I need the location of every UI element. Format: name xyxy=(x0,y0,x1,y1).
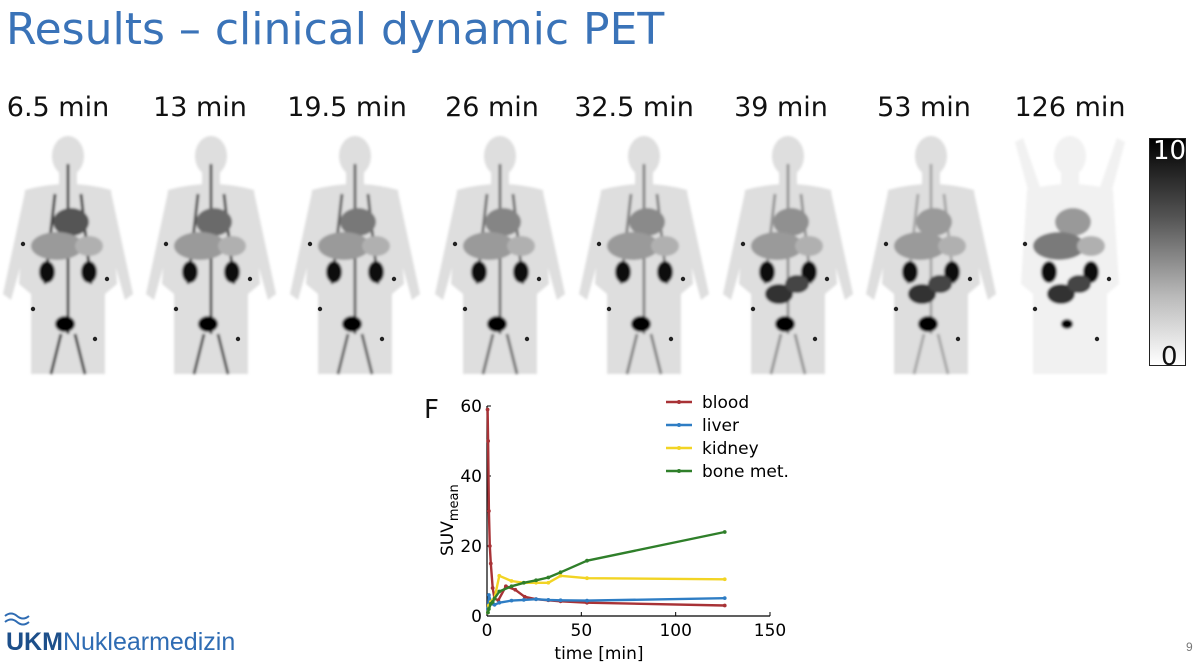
pet-frame-7 xyxy=(866,136,996,375)
colorbar-max-label: 10 xyxy=(1153,136,1187,166)
data-point xyxy=(490,586,495,590)
pet-image-strip xyxy=(0,134,1140,382)
data-point xyxy=(546,580,551,585)
slide-title: Results – clinical dynamic PET xyxy=(6,4,665,55)
time-label-5: 32.5 min xyxy=(574,92,694,123)
x-tick-label: 50 xyxy=(571,621,593,641)
data-point xyxy=(722,603,727,608)
legend-marker xyxy=(677,446,681,450)
data-point xyxy=(497,600,502,605)
y-axis-label: SUVmean xyxy=(438,484,462,556)
data-point xyxy=(486,593,491,597)
data-point xyxy=(488,561,493,566)
data-point xyxy=(486,610,490,615)
chart-legend: blood liver kidney bone met. xyxy=(666,393,789,482)
data-point xyxy=(522,594,527,599)
legend-marker xyxy=(677,400,681,404)
logo-department: Nuklearmedizin xyxy=(62,628,236,656)
data-point xyxy=(534,578,538,583)
time-label-8: 126 min xyxy=(1014,92,1126,123)
data-point xyxy=(722,596,727,601)
data-point xyxy=(490,600,495,604)
legend-item: liver xyxy=(666,416,739,436)
data-point xyxy=(521,598,526,602)
pet-frame-1 xyxy=(3,136,133,375)
legend-marker xyxy=(677,423,681,427)
y-tick-label: 20 xyxy=(460,537,482,557)
pet-frame-8 xyxy=(1015,136,1125,374)
legend-label: blood xyxy=(702,393,749,413)
colorbar: 10 0 xyxy=(1149,134,1189,374)
x-tick-label: 100 xyxy=(659,621,691,641)
data-point xyxy=(558,598,563,603)
data-point xyxy=(486,607,491,611)
pet-frame-6 xyxy=(723,136,853,375)
time-label-2: 13 min xyxy=(153,92,247,123)
pet-frame-2 xyxy=(146,136,276,375)
colorbar-min-label: 0 xyxy=(1161,342,1178,372)
legend-item: kidney xyxy=(666,439,759,459)
ukm-logo: UKMNuklearmedizin xyxy=(4,610,244,660)
series-line xyxy=(486,409,725,607)
colorbar-gradient xyxy=(1149,138,1186,366)
data-point xyxy=(722,577,727,582)
pet-frame-4 xyxy=(435,136,565,375)
y-tick-label: 0 xyxy=(471,607,482,627)
data-point xyxy=(722,530,727,534)
data-point xyxy=(585,598,589,603)
logo-waves-icon xyxy=(4,612,30,626)
data-point xyxy=(486,439,491,443)
suv-time-chart: 0 20 40 60 0 50 100 150 time [min] SUVmean blood li… xyxy=(438,393,789,664)
data-point xyxy=(509,584,514,589)
y-axis-label-subscript: mean xyxy=(447,484,462,521)
data-point xyxy=(487,544,492,548)
logo-ukm: UKM xyxy=(6,628,63,656)
data-point xyxy=(497,589,502,594)
legend-label: liver xyxy=(702,416,739,436)
x-tick-label: 150 xyxy=(754,621,786,641)
data-point xyxy=(492,602,497,607)
data-point xyxy=(492,596,497,601)
time-labels: 6.5 min 13 min 19.5 min 26 min 32.5 min … xyxy=(0,92,1200,132)
page-number: 9 xyxy=(1186,640,1193,654)
y-tick-label: 40 xyxy=(460,467,482,487)
legend-marker xyxy=(677,469,681,473)
time-label-3: 19.5 min xyxy=(287,92,407,123)
legend-item: bone met. xyxy=(666,462,789,482)
data-point xyxy=(509,579,514,583)
data-point xyxy=(558,570,563,575)
y-axis-label-main: SUV xyxy=(438,521,458,556)
data-point xyxy=(497,573,502,578)
legend-label: bone met. xyxy=(702,462,789,482)
y-tick-label: 60 xyxy=(460,397,482,417)
data-point xyxy=(585,576,589,581)
time-label-1: 6.5 min xyxy=(6,92,110,123)
data-point xyxy=(546,575,551,580)
data-point xyxy=(585,558,589,563)
pet-frame-3 xyxy=(290,136,420,375)
time-label-7: 53 min xyxy=(877,92,971,123)
x-tick-label: 0 xyxy=(482,621,493,641)
x-axis-label: time [min] xyxy=(554,644,643,664)
data-point xyxy=(521,580,526,585)
data-point xyxy=(534,597,538,602)
data-point xyxy=(546,598,551,602)
time-label-6: 39 min xyxy=(734,92,828,123)
panel-label: F xyxy=(424,395,439,425)
pet-frame-5 xyxy=(579,136,709,375)
legend-item: blood xyxy=(666,393,749,413)
data-point xyxy=(485,407,490,412)
data-point xyxy=(558,573,563,578)
legend-label: kidney xyxy=(702,439,759,459)
data-point xyxy=(486,509,491,513)
data-point xyxy=(513,587,518,592)
time-label-4: 26 min xyxy=(445,92,539,123)
series-bone-met xyxy=(486,530,727,615)
data-point xyxy=(509,598,514,603)
